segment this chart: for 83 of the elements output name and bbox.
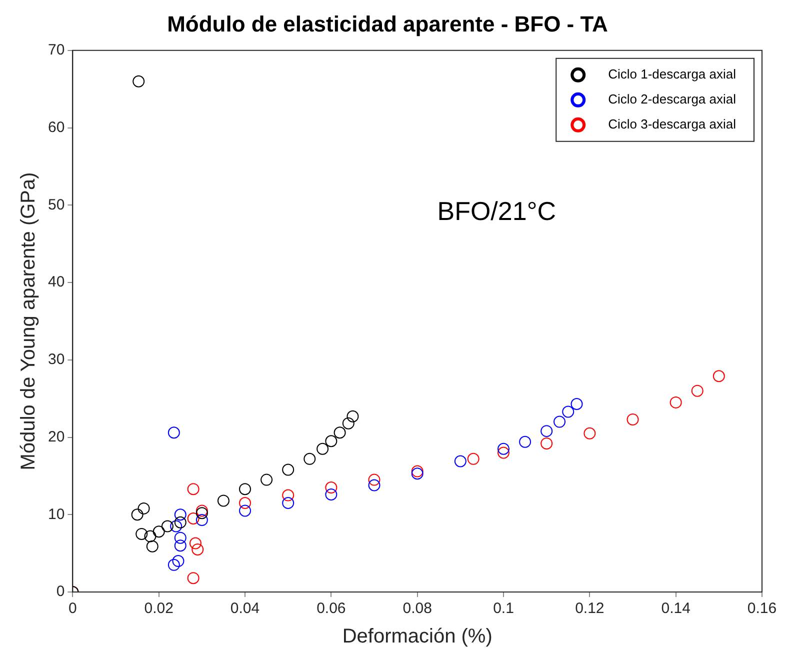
point [519,436,532,448]
point [187,512,200,524]
point [368,474,380,486]
point [239,497,252,510]
point [498,446,510,459]
point [454,455,466,468]
point [217,494,230,507]
point [172,555,184,568]
y-tick-label: 10 [48,506,65,523]
point [170,520,182,532]
point [346,410,359,422]
point [282,489,294,502]
point [540,437,553,450]
point [325,435,338,448]
annotation: BFO/21°C [437,196,556,226]
point [174,540,186,552]
point [282,464,294,476]
point [168,426,180,439]
point [342,417,354,430]
point [174,532,186,544]
x-tick-label: 0 [68,600,77,618]
point [325,482,338,494]
point [161,520,174,532]
y-tick-label: 30 [48,351,65,368]
point [239,504,252,517]
point [562,406,574,418]
point [138,502,150,514]
point [325,488,338,501]
point [670,396,682,408]
x-tick-label: 0.12 [575,600,604,618]
y-tick-label: 40 [48,274,65,291]
x-tick-label: 0.02 [144,600,174,618]
x-tick-label: 0.08 [402,600,432,618]
point [554,416,566,428]
point [368,479,380,492]
x-axis-title: Deformación (%) [342,626,492,648]
point [584,427,596,440]
point [467,452,480,465]
point [132,75,145,88]
point [540,425,553,438]
y-axis-title: Módulo de Young aparente (GPa) [18,172,40,470]
x-tick-label: 0.1 [493,600,514,618]
legend-label: Ciclo 1-descarga axial [608,66,736,82]
point [282,497,294,510]
x-tick-label: 0.14 [661,600,690,618]
point [189,537,202,550]
point [626,413,639,426]
point [196,507,208,520]
chart-title: Módulo de elasticidad aparente - BFO - TA [167,11,608,36]
y-tick-label: 60 [48,118,65,136]
y-tick-label: 70 [48,42,65,59]
point [152,526,165,538]
point [196,504,208,517]
point [168,558,180,571]
point [146,540,158,552]
point [174,516,186,528]
x-tick-label: 0.16 [747,600,777,618]
legend-label: Ciclo 2-descarga axial [608,91,736,106]
point [136,528,148,540]
point [334,426,346,439]
point [411,465,424,478]
y-tick-label: 0 [56,583,65,600]
point [239,483,252,496]
point [174,508,186,521]
point [570,398,583,410]
point [187,572,200,584]
point [196,514,208,526]
point [712,370,725,382]
point [192,543,204,556]
y-tick-label: 20 [48,428,65,446]
point [131,508,144,521]
legend-label: Ciclo 3-descarga axial [608,116,736,132]
point [260,474,273,486]
point [411,468,424,480]
point [691,384,704,397]
y-tick-label: 50 [48,196,65,214]
point [304,452,316,465]
point [144,530,156,542]
point [187,483,200,496]
point [316,442,329,455]
x-tick-label: 0.06 [316,600,346,618]
x-tick-label: 0.04 [230,600,260,618]
point [498,442,510,455]
